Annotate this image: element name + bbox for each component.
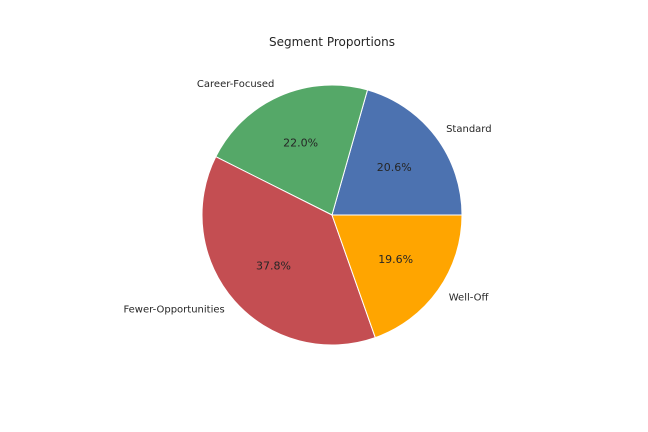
chart-title: Segment Proportions (269, 35, 395, 49)
slice-percent-career-focused: 22.0% (283, 137, 318, 150)
slice-label-well-off: Well-Off (449, 293, 490, 304)
pie-labels: Standard 20.6% Career-Focused 22.0% Fewer-Op… (123, 79, 491, 315)
pie-slice-well-off (331, 214, 463, 339)
slice-label-standard: Standard (446, 124, 492, 135)
pie-slices (201, 84, 463, 346)
slice-percent-well-off: 19.6% (378, 253, 413, 266)
slice-percent-standard: 20.6% (377, 161, 412, 174)
pie-slice-fewer-opportunities (201, 156, 376, 346)
pie-slice-standard (331, 89, 463, 216)
pie-slice-career-focused (215, 84, 368, 216)
slice-label-career-focused: Career-Focused (197, 79, 274, 90)
slice-label-fewer-opportunities: Fewer-Opportunities (123, 305, 224, 316)
slice-percent-fewer-opportunities: 37.8% (256, 260, 291, 273)
